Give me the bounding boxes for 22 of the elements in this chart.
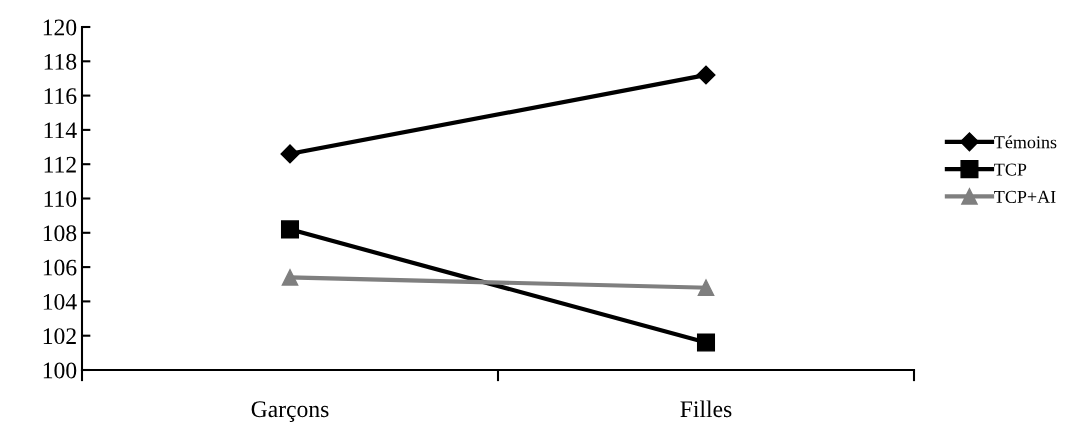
y-tick-label: 120 — [43, 19, 77, 36]
y-tick-label: 118 — [44, 53, 77, 70]
y-tick-label: 100 — [43, 362, 77, 379]
point — [696, 333, 716, 352]
y-tick-label: 102 — [43, 328, 76, 345]
y-tick-label: 104 — [43, 293, 77, 310]
y-tick-label: 108 — [43, 225, 77, 242]
x-tick-label: Filles — [680, 400, 732, 418]
y-tick-label: 110 — [44, 190, 77, 207]
point — [280, 144, 300, 164]
y-tick-label: 114 — [44, 122, 77, 139]
x-tick-label: Garçons — [251, 401, 329, 422]
legend-label: TCP — [994, 163, 1027, 176]
point — [280, 220, 300, 239]
legend-label: TCP+AI — [994, 190, 1056, 203]
point — [696, 65, 716, 85]
legend-label: Témoins — [994, 135, 1057, 149]
point — [697, 279, 715, 297]
y-tick-label: 112 — [44, 156, 76, 173]
y-tick-label: 116 — [44, 88, 77, 105]
y-tick-label: 106 — [43, 259, 77, 276]
point — [281, 269, 299, 286]
